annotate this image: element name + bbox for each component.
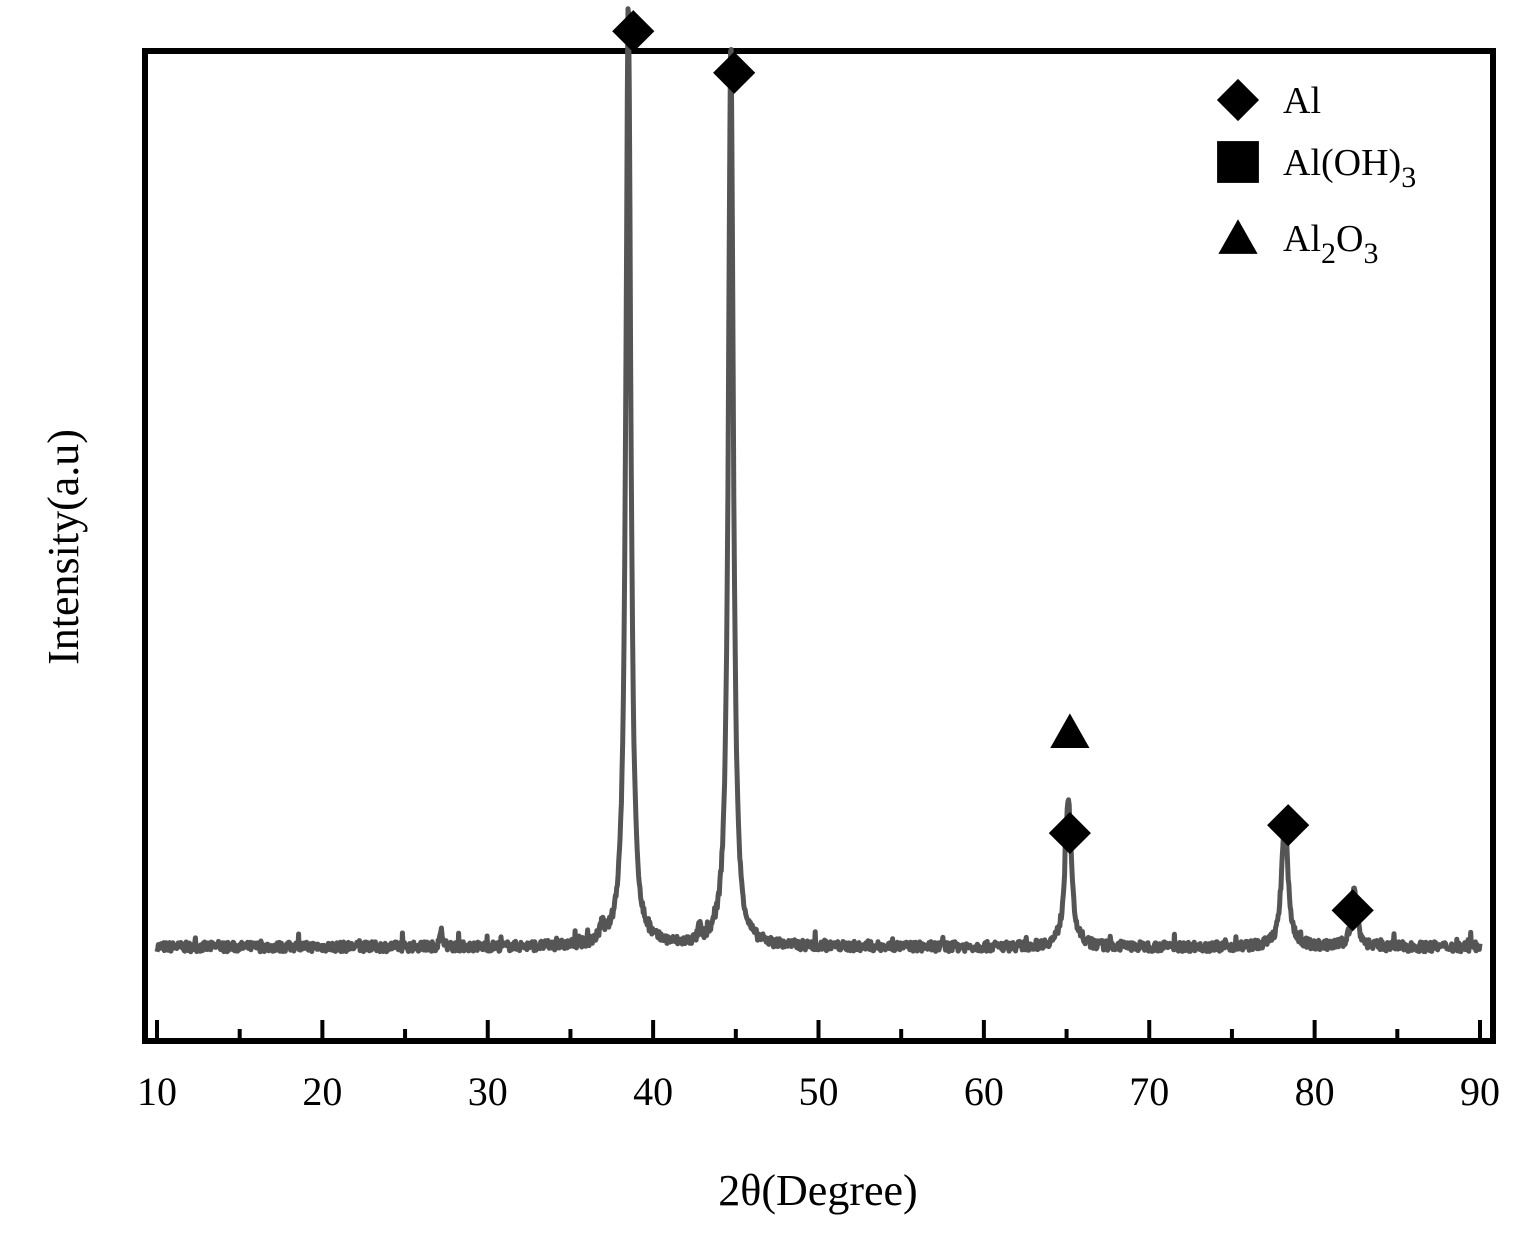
legend-label: Al2O3 (1283, 218, 1378, 270)
diamond-peak-marker (1048, 812, 1091, 855)
diamond-peak-marker (713, 51, 756, 94)
x-axis-title: 2θ(Degree) (718, 1166, 917, 1215)
x-tick-label: 80 (1295, 1069, 1335, 1114)
legend: Al Al(OH)3 Al2O3 (1216, 78, 1416, 270)
x-tick-label: 40 (633, 1069, 673, 1114)
x-tick-label: 90 (1460, 1069, 1500, 1114)
x-tick-label: 10 (137, 1069, 177, 1114)
plot-frame (142, 48, 1496, 1044)
x-axis-ticks: 10 20 30 40 50 60 70 80 90 (137, 1020, 1500, 1114)
legend-triangle-marker (1218, 219, 1258, 254)
x-tick-label: 50 (799, 1069, 839, 1114)
legend-square-marker (1217, 141, 1259, 183)
diamond-peak-marker (1331, 889, 1374, 932)
y-axis-title: Intensity(a.u) (39, 429, 88, 665)
legend-label: Al(OH)3 (1283, 142, 1416, 194)
diamond-peak-marker (612, 10, 655, 53)
x-tick-label: 60 (964, 1069, 1004, 1114)
x-tick-label: 30 (468, 1069, 508, 1114)
peak-annotations (612, 10, 1374, 932)
triangle-peak-marker (1050, 713, 1090, 749)
xrd-pattern-line (154, 6, 1483, 955)
legend-label: Al (1283, 80, 1321, 122)
x-tick-label: 20 (302, 1069, 342, 1114)
series-layer (154, 6, 1483, 955)
legend-diamond-marker (1216, 78, 1260, 122)
x-tick-label: 70 (1129, 1069, 1169, 1114)
diamond-peak-marker (1267, 804, 1310, 847)
